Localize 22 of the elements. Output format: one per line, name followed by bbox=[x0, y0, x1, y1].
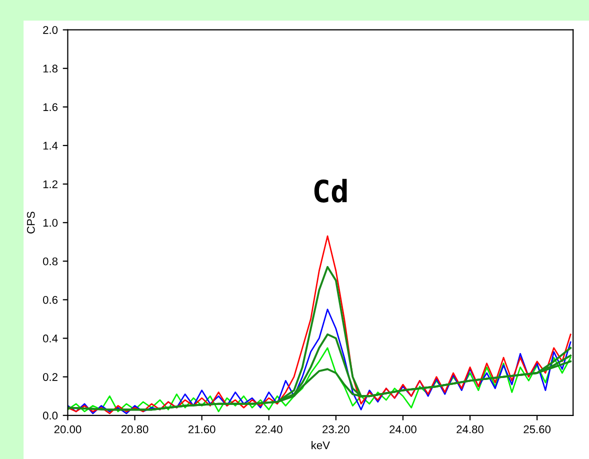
x-tick-label: 22.40 bbox=[256, 425, 282, 434]
y-tick-label: 1.6 bbox=[43, 103, 58, 112]
y-axis-title: CPS bbox=[26, 212, 35, 234]
y-tick-label: 0.6 bbox=[43, 296, 58, 304]
x-tick-label: 20.80 bbox=[121, 425, 148, 434]
x-tick-label: 24.80 bbox=[456, 425, 484, 434]
y-tick-label: 1.2 bbox=[43, 180, 58, 188]
x-tick-label: 20.00 bbox=[54, 425, 82, 434]
y-tick-label: 0.4 bbox=[43, 334, 58, 342]
y-tick-label: 0.2 bbox=[43, 373, 58, 381]
y-tick-label: 2.0 bbox=[43, 26, 58, 34]
x-tick-label: 23.20 bbox=[322, 425, 350, 434]
x-tick-label: 25.60 bbox=[524, 425, 551, 434]
annotation: Cd bbox=[314, 178, 347, 203]
y-tick-label: 1.8 bbox=[43, 64, 58, 73]
x-axis-title: keV bbox=[312, 441, 330, 450]
y-tick-label: 1.0 bbox=[43, 218, 58, 227]
y-tick-label: 0.8 bbox=[43, 257, 58, 266]
x-tick-label: 24.00 bbox=[390, 425, 416, 434]
x-tick-label: 21.60 bbox=[188, 425, 216, 434]
y-tick-label: 1.4 bbox=[43, 142, 58, 150]
y-tick-label: 0.0 bbox=[43, 412, 58, 420]
